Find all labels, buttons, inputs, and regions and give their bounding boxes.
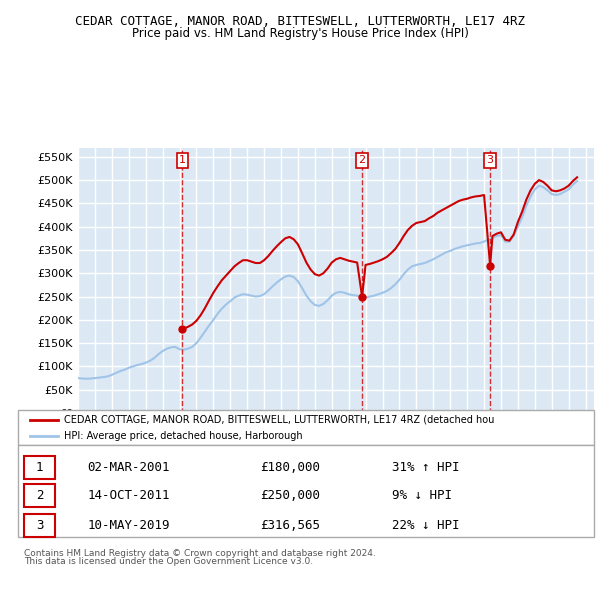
- Text: 31% ↑ HPI: 31% ↑ HPI: [392, 461, 460, 474]
- Text: 9% ↓ HPI: 9% ↓ HPI: [392, 489, 452, 502]
- Text: 10-MAY-2019: 10-MAY-2019: [87, 519, 170, 532]
- Text: 3: 3: [36, 519, 43, 532]
- Text: 2: 2: [358, 155, 365, 165]
- FancyBboxPatch shape: [24, 484, 55, 507]
- Text: 02-MAR-2001: 02-MAR-2001: [87, 461, 170, 474]
- Text: 2: 2: [36, 489, 43, 502]
- Text: Contains HM Land Registry data © Crown copyright and database right 2024.: Contains HM Land Registry data © Crown c…: [24, 549, 376, 558]
- Text: CEDAR COTTAGE, MANOR ROAD, BITTESWELL, LUTTERWORTH, LE17 4RZ: CEDAR COTTAGE, MANOR ROAD, BITTESWELL, L…: [75, 15, 525, 28]
- Text: CEDAR COTTAGE, MANOR ROAD, BITTESWELL, LUTTERWORTH, LE17 4RZ (detached hou: CEDAR COTTAGE, MANOR ROAD, BITTESWELL, L…: [64, 415, 494, 425]
- Text: HPI: Average price, detached house, Harborough: HPI: Average price, detached house, Harb…: [64, 431, 303, 441]
- FancyBboxPatch shape: [18, 445, 594, 537]
- Text: 1: 1: [179, 155, 186, 165]
- FancyBboxPatch shape: [18, 410, 594, 445]
- Text: 22% ↓ HPI: 22% ↓ HPI: [392, 519, 460, 532]
- Text: This data is licensed under the Open Government Licence v3.0.: This data is licensed under the Open Gov…: [24, 558, 313, 566]
- FancyBboxPatch shape: [24, 514, 55, 537]
- FancyBboxPatch shape: [24, 457, 55, 479]
- Text: £316,565: £316,565: [260, 519, 320, 532]
- Text: £250,000: £250,000: [260, 489, 320, 502]
- Text: 14-OCT-2011: 14-OCT-2011: [87, 489, 170, 502]
- Text: £180,000: £180,000: [260, 461, 320, 474]
- Text: 3: 3: [487, 155, 494, 165]
- Text: Price paid vs. HM Land Registry's House Price Index (HPI): Price paid vs. HM Land Registry's House …: [131, 27, 469, 40]
- Text: 1: 1: [36, 461, 43, 474]
